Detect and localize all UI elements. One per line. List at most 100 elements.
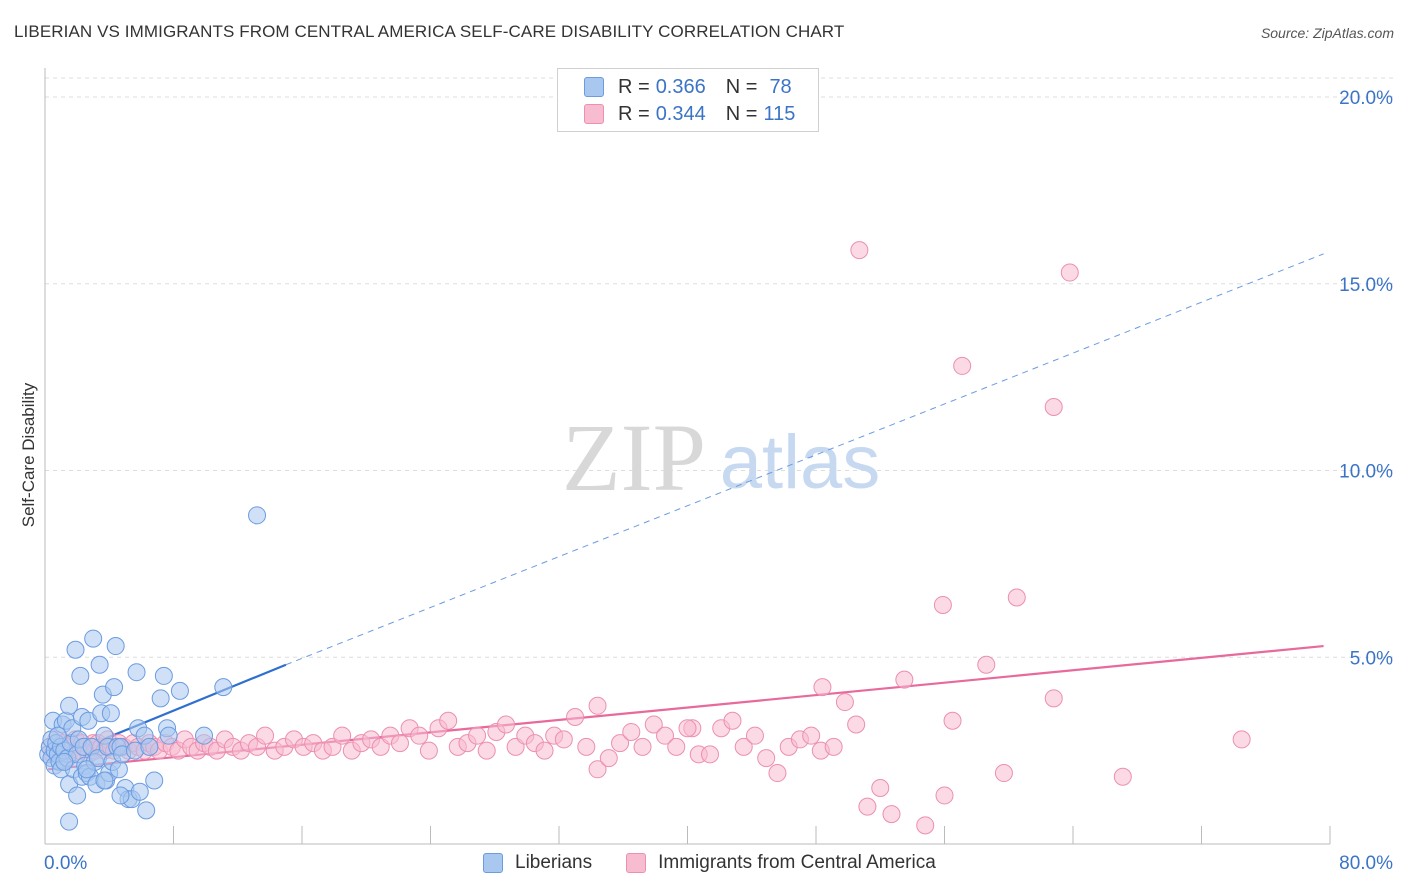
liberian-point — [68, 786, 87, 805]
immigrant-point — [994, 764, 1013, 783]
liberian-point — [84, 629, 103, 648]
liberian-point — [111, 786, 130, 805]
legend-r-value: 0.366 — [655, 75, 706, 98]
data-points — [39, 241, 1251, 835]
immigrant-point — [943, 711, 962, 730]
series-label-liberians: Liberians — [515, 852, 593, 873]
series-swatch-liberians — [483, 853, 503, 873]
immigrant-point — [622, 722, 641, 741]
immigrant-point — [734, 737, 753, 756]
immigrant-point — [824, 737, 843, 756]
immigrant-point — [1232, 730, 1251, 749]
immigrant-point — [835, 693, 854, 712]
immigrant-point — [419, 741, 438, 760]
liberian-point — [77, 760, 96, 779]
immigrant-point — [977, 655, 996, 674]
liberian-point — [130, 782, 149, 801]
liberian-point — [105, 678, 124, 697]
series-label-immigrants: Immigrants from Central America — [658, 852, 936, 873]
liberian-point — [60, 696, 79, 715]
series-legend-immigrants: Immigrants from Central America — [626, 852, 936, 874]
immigrant-point — [1007, 588, 1026, 607]
immigrant-point — [882, 805, 901, 824]
immigrant-point — [554, 730, 573, 749]
immigrant-point — [895, 670, 914, 689]
legend-n-value: 78 — [769, 75, 792, 98]
immigrant-point — [333, 726, 352, 745]
immigrant-point — [410, 726, 429, 745]
immigrant-point — [496, 715, 515, 734]
series-legend: Liberians Immigrants from Central Americ… — [483, 852, 970, 874]
liberian-point — [101, 704, 120, 723]
immigrant-point — [1044, 398, 1063, 417]
liberian-point — [154, 666, 173, 685]
immigrant-point — [611, 734, 630, 753]
liberian-point — [109, 760, 128, 779]
immigrant-point — [566, 708, 585, 727]
liberian-point — [48, 726, 67, 745]
legend-n-label: N = — [725, 75, 758, 98]
immigrant-point — [656, 726, 675, 745]
legend-swatch-liberians — [584, 77, 604, 97]
watermark-atlas: atlas — [720, 420, 881, 505]
liberian-point — [145, 771, 164, 790]
immigrant-point — [678, 719, 697, 738]
axes — [44, 68, 1331, 845]
immigrant-point — [256, 726, 275, 745]
immigrant-point — [916, 816, 935, 835]
y-tick-label: 20.0% — [1339, 88, 1393, 109]
immigrant-point — [599, 749, 618, 768]
liberian-point — [55, 752, 74, 771]
immigrant-point — [935, 786, 954, 805]
immigrant-point — [577, 737, 596, 756]
liberian-point — [71, 666, 90, 685]
liberian-point — [106, 637, 125, 656]
x-tick-label: 0.0% — [44, 853, 87, 874]
liberian-point — [90, 655, 109, 674]
liberian-point — [214, 678, 233, 697]
immigrant-point — [439, 711, 458, 730]
legend-n-value: 115 — [763, 102, 796, 125]
tick-labels: 5.0% 10.0% 15.0% 20.0% 0.0% 80.0% — [44, 88, 1393, 874]
liberian-point — [159, 726, 178, 745]
liberian-point — [95, 771, 114, 790]
immigrant-point — [723, 711, 742, 730]
immigrant-point — [390, 734, 409, 753]
liberian-point — [140, 737, 159, 756]
source-label: Source: ZipAtlas.com — [1260, 25, 1394, 41]
legend-n-label: N = — [725, 102, 758, 125]
immigrant-point — [871, 778, 890, 797]
immigrant-point — [644, 715, 663, 734]
chart-title: LIBERIAN VS IMMIGRANTS FROM CENTRAL AMER… — [14, 22, 845, 41]
immigrant-point — [588, 696, 607, 715]
immigrant-point — [700, 745, 719, 764]
watermark-zip: ZIP — [562, 404, 706, 511]
immigrant-point — [745, 726, 764, 745]
liberian-point — [151, 689, 170, 708]
liberian-point — [170, 681, 189, 700]
y-tick-label: 5.0% — [1350, 648, 1393, 669]
immigrant-point — [588, 760, 607, 779]
immigrant-point — [667, 737, 686, 756]
immigrant-point — [535, 741, 554, 760]
immigrant-point — [757, 749, 776, 768]
liberian-point — [127, 663, 146, 682]
y-tick-label: 10.0% — [1339, 462, 1393, 483]
liberian-point — [248, 506, 267, 525]
watermark: ZIP atlas — [562, 404, 880, 511]
immigrant-point — [933, 595, 952, 614]
immigrant-point — [850, 241, 869, 260]
immigrant-point — [847, 715, 866, 734]
series-swatch-immigrants — [626, 853, 647, 873]
immigrant-point — [633, 737, 652, 756]
trend-lines — [47, 253, 1324, 771]
liberian-point — [195, 726, 214, 745]
immigrant-point — [1060, 263, 1079, 282]
x-tick-label: 80.0% — [1339, 853, 1393, 874]
immigrant-point — [768, 764, 787, 783]
series-legend-liberians: Liberians — [483, 852, 592, 874]
grid-lines — [45, 77, 1395, 658]
immigrant-point — [468, 726, 487, 745]
immigrant-point — [1113, 767, 1132, 786]
